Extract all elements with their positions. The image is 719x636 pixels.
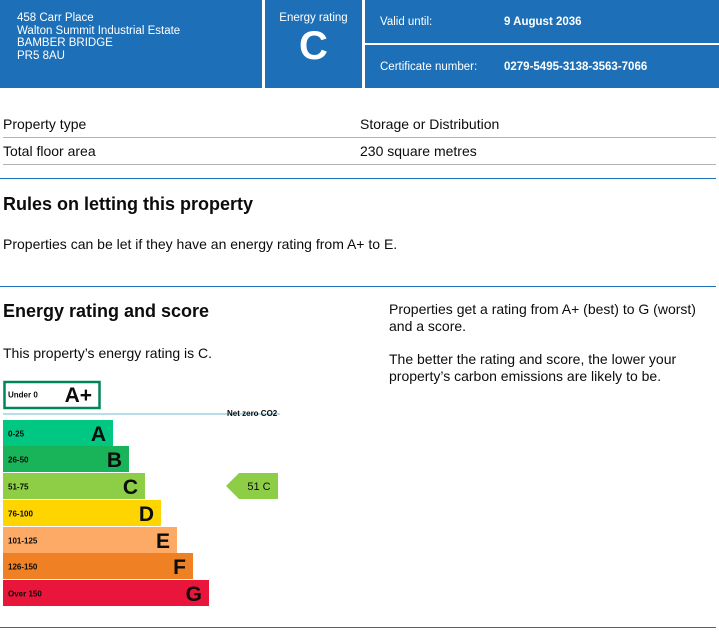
- band-b-bar: [3, 446, 129, 472]
- band-range-label: 126-150: [8, 563, 38, 572]
- band-letter-label: F: [173, 556, 186, 579]
- table-row: Total floor area 230 square metres: [3, 138, 716, 165]
- current-rating-label: 51 C: [247, 481, 270, 493]
- rating-explanation-1: Properties get a rating from A+ (best) t…: [389, 301, 696, 334]
- energy-rating-label: Energy rating: [279, 12, 348, 24]
- band-a-plus-bar: [3, 380, 101, 410]
- valid-until-row: Valid until: 9 August 2036: [365, 0, 719, 43]
- energy-rating-letter: C: [299, 24, 328, 68]
- certificate-number-label: Certificate number:: [380, 60, 478, 73]
- band-range-label: 0-25: [8, 430, 25, 439]
- certificate-details: Valid until: 9 August 2036 Certificate n…: [365, 0, 719, 88]
- energy-rating-box: Energy rating C: [262, 0, 365, 88]
- band-letter-label: B: [107, 449, 122, 472]
- energy-heading: Energy rating and score: [3, 301, 210, 321]
- energy-rating-chart: Under 0 A+ 0-25 A 26-50 B 51-75 C 76-100 D 101-125…: [0, 378, 300, 608]
- band-range-label: 51-75: [8, 483, 29, 492]
- address-line-1: 458 Carr Place: [17, 12, 94, 24]
- band-letter-label: D: [139, 503, 154, 526]
- valid-until-label: Valid until:: [380, 15, 433, 28]
- certificate-number-row: Certificate number: 0279-5495-3138-3563-…: [365, 43, 719, 88]
- letting-text: Properties can be let if they have an en…: [3, 236, 398, 252]
- property-type-value: Storage or Distribution: [360, 116, 500, 132]
- rating-explanation: Properties get a rating from A+ (best) t…: [389, 301, 709, 385]
- rating-explanation-2: The better the rating and score, the low…: [389, 351, 677, 384]
- band-f-bar: [3, 553, 193, 579]
- energy-intro: This property’s energy rating is C.: [3, 345, 213, 361]
- net-zero-label: Net zero CO2: [227, 409, 278, 418]
- address-line-3: BAMBER BRIDGE: [17, 37, 113, 49]
- certificate-header: 458 Carr Place Walton Summit Industrial …: [0, 0, 719, 88]
- address-line-4: PR5 8AU: [17, 49, 65, 62]
- floor-area-value: 230 square metres: [360, 143, 477, 159]
- band-letter-label: A+: [65, 384, 92, 407]
- band-a-bar: [3, 420, 113, 446]
- floor-area-label: Total floor area: [3, 143, 96, 159]
- letting-heading: Rules on letting this property: [3, 194, 254, 214]
- address-line-2: Walton Summit Industrial Estate: [17, 24, 181, 37]
- section-divider: [0, 178, 716, 179]
- section-divider: [0, 627, 716, 628]
- energy-rating-chart-svg: Under 0 A+ 0-25 A 26-50 B 51-75 C 76-100 D 101-125…: [3, 380, 280, 606]
- band-range-label: 76-100: [8, 510, 33, 519]
- band-letter-label: G: [186, 583, 202, 606]
- band-letter-label: A: [91, 423, 106, 446]
- band-letter-label: C: [123, 476, 138, 499]
- band-letter-label: E: [156, 530, 170, 553]
- property-summary-table: Property type Storage or Distribution To…: [3, 111, 716, 165]
- band-e-bar: [3, 527, 177, 553]
- band-range-label: 26-50: [8, 456, 29, 465]
- band-c-bar: [3, 473, 145, 499]
- valid-until-value: 9 August 2036: [504, 15, 582, 28]
- certificate-number-value: 0279-5495-3138-3563-7066: [504, 60, 648, 73]
- table-row: Property type Storage or Distribution: [3, 111, 716, 138]
- band-range-label: Under 0: [8, 391, 38, 400]
- band-range-label: 101-125: [8, 537, 38, 546]
- property-type-label: Property type: [3, 116, 87, 132]
- band-g-bar: [3, 580, 209, 606]
- property-address: 458 Carr Place Walton Summit Industrial …: [0, 0, 262, 88]
- current-rating-arrow: [226, 473, 278, 499]
- band-d-bar: [3, 500, 161, 526]
- band-range-label: Over 150: [8, 590, 42, 599]
- section-divider: [0, 286, 716, 287]
